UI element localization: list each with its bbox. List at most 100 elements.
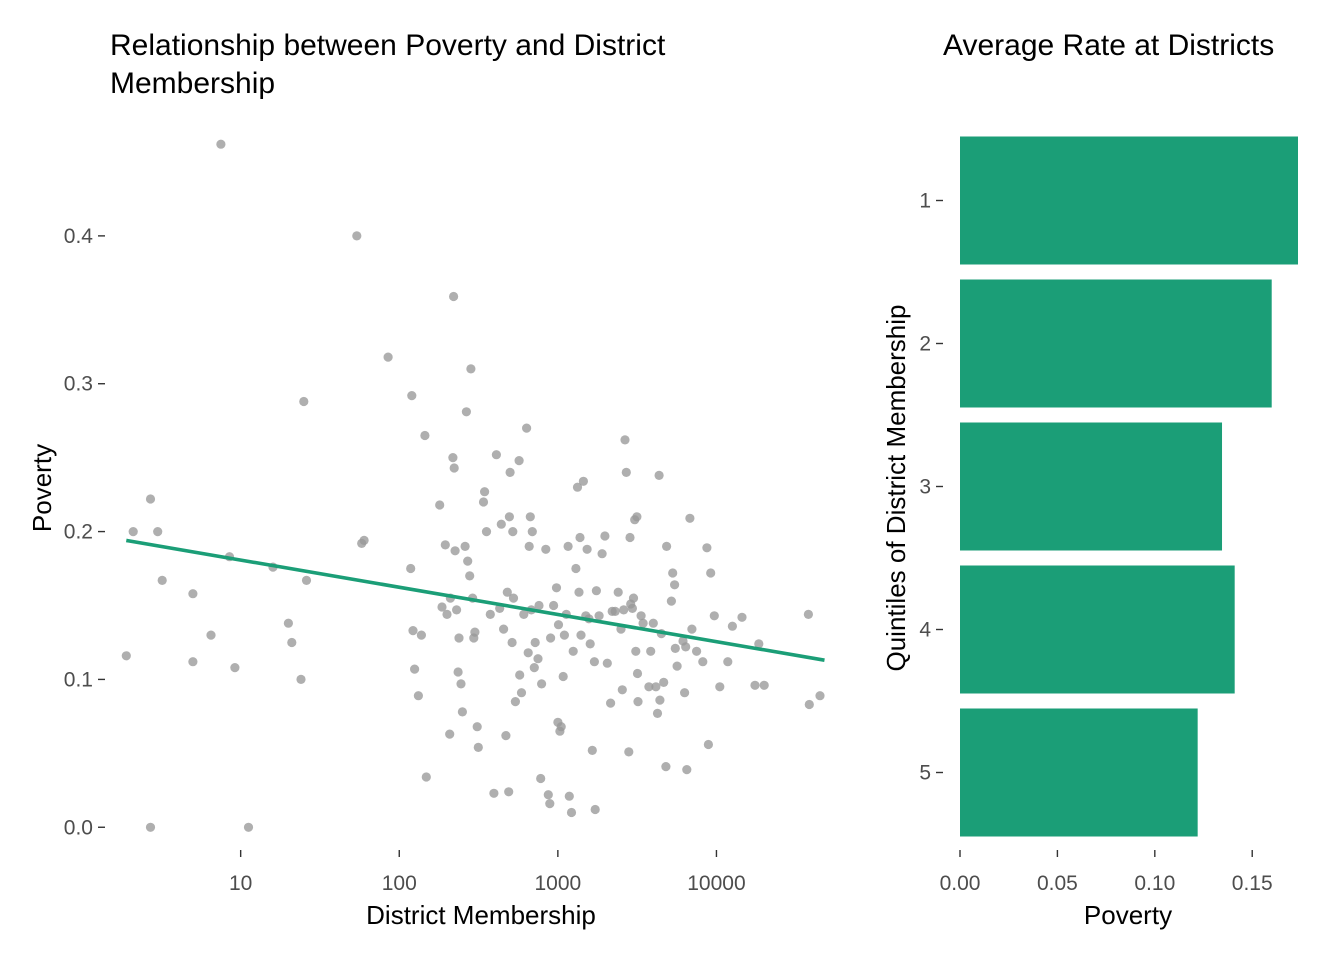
scatter-point [519,609,529,620]
scatter-point [153,527,163,537]
scatter-point [435,500,445,510]
scatter-point [703,739,714,750]
scatter-point [624,747,634,757]
scatter-point [507,637,517,648]
scatter-point [516,688,527,698]
scatter-point [456,679,466,689]
scatter-point [491,450,501,460]
scatter-point [668,568,678,578]
scatter-point [408,626,418,636]
scatter-point [682,765,692,775]
scatter-y-tick-label: 0.1 [64,668,93,691]
bar-x-tick-label: 0.10 [1134,872,1175,895]
scatter-point [504,512,514,522]
bar-x-tick-label: 0.15 [1232,872,1273,895]
scatter-point [450,546,460,556]
scatter-point [662,541,672,552]
scatter-title: Relationship between Poverty and Distric… [110,29,666,100]
scatter-point [602,658,612,668]
scatter-point [296,674,306,685]
scatter-point [723,657,733,667]
scatter-point [121,651,131,661]
scatter-point [470,627,480,637]
bar-panel: Average Rate at Districts 1 2 3 4 5 0.00 0.05… [881,29,1298,930]
scatter-point [698,657,708,667]
scatter-point [587,745,597,756]
scatter-point [505,467,515,477]
scatter-point [727,621,738,631]
scatter-point [815,691,825,701]
scatter-point [545,799,555,809]
scatter-point [571,563,581,574]
scatter-x-tick-label: 10 [229,872,252,895]
bar-title: Average Rate at Districts [943,29,1274,62]
scatter-point [572,482,583,492]
scatter-point [466,364,476,374]
bar-quintile-4 [960,565,1235,694]
scatter-point [632,668,643,679]
scatter-y-axis-title: Poverty [27,444,57,532]
scatter-point [230,663,240,673]
scatter-point [692,646,702,656]
scatter-point [481,527,492,537]
scatter-point [157,575,167,586]
scatter-point [525,512,535,522]
scatter-point [621,467,631,477]
scatter-point [589,657,600,667]
bar-quintile-1 [960,136,1298,265]
scatter-x-tick-label: 100 [382,872,417,895]
scatter-point [448,453,458,463]
scatter-point [606,698,616,708]
scatter-y-tick-label: 0.3 [64,373,93,396]
scatter-point [575,532,585,543]
scatter-point [715,682,725,692]
scatter-point [452,605,462,615]
scatter-point [530,637,540,648]
scatter-point [659,677,669,688]
scatter-point [750,680,760,690]
scatter-point [576,630,586,640]
scatter-point [597,549,607,559]
scatter-point [437,602,447,612]
scatter-point [457,707,467,717]
scatter-point [128,527,138,537]
scatter-point [537,679,547,689]
scatter-y-tick-label: 0.2 [64,521,93,544]
scatter-point [145,494,156,504]
scatter-point [529,663,539,673]
scatter-point [681,642,691,652]
scatter-x-axis-title: District Membership [366,900,596,930]
scatter-point [499,624,509,634]
scatter-point [524,541,534,552]
scatter-point [501,731,511,741]
bar-quintile-2 [960,279,1272,408]
scatter-point [420,430,430,441]
scatter-point [568,646,578,656]
scatter-x-axis: 10 100 1000 10000 [229,850,746,895]
scatter-point [672,661,682,671]
bar-x-tick-label: 0.00 [940,872,981,895]
scatter-point [559,630,570,640]
bar-x-axis-title: Poverty [1084,900,1172,930]
trend-line [125,538,825,662]
scatter-point [737,612,747,622]
scatter-point [413,691,423,701]
bar-x-tick-label: 0.05 [1037,872,1078,895]
bar-x-axis: 0.00 0.05 0.10 0.15 [940,850,1273,895]
scatter-point [449,291,459,302]
scatter-point [591,586,602,596]
scatter-point [564,791,574,801]
scatter-point [627,603,638,614]
scatter-point [527,527,537,537]
scatter-point [590,804,600,815]
scatter-point [585,639,595,649]
scatter-point [578,476,589,486]
scatter-point [453,667,463,677]
scatter-point [445,729,455,739]
scatter-point [485,609,495,620]
scatter-point [188,657,198,667]
scatter-point [638,618,648,628]
scatter-point [383,352,393,362]
scatter-point [631,646,641,656]
